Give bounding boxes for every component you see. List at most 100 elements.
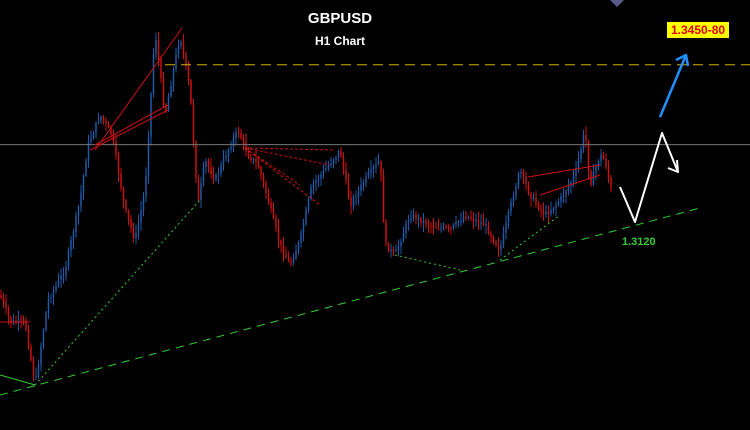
candle-body-130 (325, 168, 327, 171)
candle-body-31 (77, 206, 80, 216)
candle-body-33 (82, 175, 85, 193)
candle-body-28 (70, 240, 72, 251)
candle-body-158 (395, 249, 397, 252)
candle-body-152 (380, 161, 382, 175)
candle-body-211 (527, 184, 530, 194)
candle-body-227 (567, 185, 570, 192)
candle-body-44 (110, 126, 112, 135)
candle-body-9 (22, 319, 25, 321)
candle-body-68 (170, 85, 172, 97)
candle-body-41 (102, 116, 105, 121)
candle-body-0 (0, 295, 2, 298)
candle-body-11 (27, 329, 30, 347)
candle-body-163 (407, 220, 410, 224)
candle-body-62 (155, 40, 157, 55)
candle-body-145 (362, 183, 365, 185)
candle-body-81 (202, 166, 205, 184)
candle-body-109 (272, 208, 275, 218)
candle-body-112 (280, 240, 282, 246)
candle-body-43 (107, 123, 110, 127)
pattern-line-7 (244, 147, 301, 186)
candle-body-176 (440, 227, 442, 229)
candle-body-166 (415, 214, 417, 220)
candle-body-143 (357, 190, 360, 198)
candle-body-201 (502, 232, 505, 246)
candle-body-132 (330, 163, 332, 166)
candle-body-1 (2, 297, 5, 303)
candle-body-102 (255, 158, 257, 163)
candle-body-99 (247, 151, 250, 158)
candle-body-100 (250, 157, 252, 161)
candle-body-10 (25, 320, 27, 330)
candle-body-189 (472, 218, 475, 221)
annotation-lines (0, 0, 750, 396)
candle-body-175 (437, 227, 440, 229)
candle-body-64 (160, 59, 162, 79)
candle-body-75 (187, 65, 190, 81)
candle-body-235 (587, 140, 590, 172)
candle-body-153 (382, 174, 385, 222)
candle-body-103 (257, 162, 260, 168)
candle-body-63 (157, 40, 160, 60)
candle-body-206 (515, 186, 517, 197)
candle-body-204 (510, 201, 512, 212)
candle-body-49 (122, 188, 125, 201)
candle-body-155 (387, 243, 390, 252)
candle-body-195 (487, 224, 490, 234)
candle-body-29 (72, 231, 75, 241)
candle-body-173 (432, 225, 435, 228)
candle-body-94 (235, 131, 237, 139)
minor-trendline-2 (394, 254, 461, 271)
candle-body-86 (215, 175, 217, 180)
candle-body-234 (585, 134, 587, 141)
candle-body-183 (457, 221, 460, 223)
candle-body-79 (197, 178, 200, 201)
candles (0, 31, 612, 381)
candle-body-240 (600, 154, 602, 162)
forecast-arrowhead (667, 159, 679, 173)
minor-trendline-4 (0, 374, 36, 386)
candle-body-226 (565, 191, 567, 196)
candle-body-184 (460, 221, 462, 223)
candle-body-139 (347, 180, 350, 198)
major-support-trendline (0, 207, 701, 396)
candle-body-53 (132, 227, 135, 238)
candle-body-36 (90, 138, 92, 142)
candle-body-214 (535, 197, 537, 204)
minor-trendline-1 (34, 199, 201, 386)
candle-body-131 (327, 165, 330, 169)
candle-body-223 (557, 201, 560, 205)
candle-body-13 (32, 360, 35, 378)
candle-body-231 (577, 158, 580, 169)
candle-body-30 (75, 215, 77, 232)
candle-body-200 (500, 245, 502, 250)
candle-body-135 (337, 150, 340, 157)
candle-body-116 (290, 260, 292, 264)
candle-body-196 (490, 233, 492, 237)
chart-title: GBPUSD (307, 10, 373, 27)
candle-body-179 (447, 227, 450, 229)
candle-body-210 (525, 175, 527, 185)
pattern-line-3 (89, 109, 169, 151)
candle-body-220 (550, 210, 552, 215)
candle-body-67 (167, 96, 170, 111)
pattern-line-2 (94, 104, 169, 146)
candle-body-187 (467, 216, 470, 218)
pattern-line-4 (244, 147, 336, 151)
candle-body-123 (307, 198, 310, 211)
target-arrowhead (675, 53, 690, 67)
pattern-line-6 (244, 147, 321, 206)
candle-body-198 (495, 241, 497, 246)
candle-body-4 (10, 317, 12, 323)
candle-body-54 (135, 232, 137, 238)
candle-body-162 (405, 223, 407, 234)
candle-body-244 (610, 177, 612, 189)
candle-body-96 (240, 132, 242, 139)
candle-body-151 (377, 161, 380, 164)
candle-body-23 (57, 279, 60, 286)
candle-body-37 (92, 133, 95, 139)
candle-body-208 (520, 171, 522, 174)
candle-body-121 (302, 224, 305, 233)
candle-body-24 (60, 275, 62, 280)
